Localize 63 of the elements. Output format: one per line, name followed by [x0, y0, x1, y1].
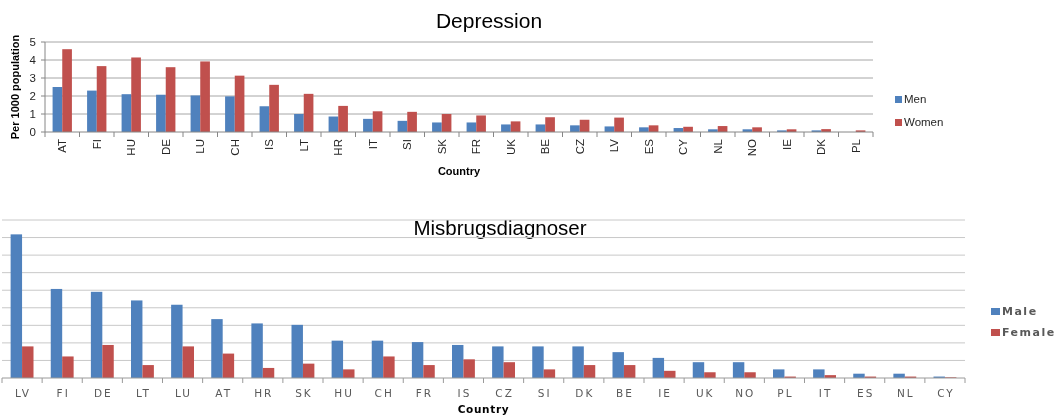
x-tick-label: NL: [896, 387, 915, 399]
x-tick-label: PL: [777, 387, 794, 399]
x-tick-label: HR: [332, 139, 345, 156]
x-tick-label: CY: [677, 138, 690, 155]
legend-label: Women: [904, 116, 944, 128]
x-tick-label: ES: [642, 138, 655, 155]
x-tick-label: UK: [695, 387, 715, 399]
x-tick-label: LV: [608, 138, 621, 153]
x-tick-label: LT: [136, 387, 151, 399]
x-tick-label: HR: [254, 387, 274, 399]
x-tick-label: NL: [711, 138, 724, 154]
x-tick-label: PL: [849, 138, 862, 154]
x-tick-label: FR: [415, 387, 433, 399]
x-tick-label: SK: [435, 138, 448, 155]
x-tick-label: FI: [56, 387, 70, 399]
x-tick-label: IE: [658, 387, 672, 399]
x-tick-label: LU: [194, 139, 207, 154]
x-tick-label: IS: [263, 138, 276, 150]
x-tick-label: SI: [537, 387, 552, 399]
y-tick-label: 0: [29, 126, 36, 139]
chart-title: Depression: [435, 9, 543, 32]
x-axis-title: Country: [457, 403, 510, 415]
x-tick-label: UK: [504, 138, 517, 155]
legend-label: Female: [1002, 326, 1056, 339]
x-tick-label: LT: [297, 139, 310, 152]
x-tick-label: CH: [228, 139, 241, 156]
x-tick-label: DK: [575, 387, 595, 399]
x-tick-label: BE: [539, 138, 552, 155]
x-axis-title: Country: [437, 165, 481, 177]
x-tick-label: SK: [295, 387, 313, 399]
legend-label: Male: [1002, 305, 1038, 318]
x-tick-label: DK: [815, 138, 828, 155]
x-tick-label: DE: [93, 387, 113, 399]
legend-label: Men: [904, 93, 927, 105]
x-tick-label: ES: [857, 387, 875, 399]
x-tick-label: IS: [457, 387, 472, 399]
y-tick-label: 2: [29, 90, 36, 103]
x-tick-label: HU: [334, 387, 354, 399]
x-tick-label: DE: [159, 138, 172, 155]
x-tick-label: CH: [374, 387, 394, 399]
x-tick-label: IT: [818, 387, 833, 399]
y-axis-title: Per 1000 population: [9, 34, 21, 140]
x-tick-label: CZ: [495, 387, 514, 399]
x-tick-label: FR: [470, 139, 483, 155]
chart-title: Misbrugsdiagnoser: [413, 216, 587, 239]
y-tick-label: 3: [29, 72, 36, 85]
x-tick-label: NO: [735, 387, 756, 399]
x-tick-label: AT: [215, 387, 233, 399]
x-tick-label: CZ: [573, 139, 586, 155]
x-tick-label: IE: [780, 138, 793, 150]
x-tick-label: LU: [175, 387, 193, 399]
y-tick-label: 1: [29, 108, 36, 121]
y-tick-label: 4: [29, 54, 37, 67]
y-tick-label: 5: [29, 36, 36, 49]
x-tick-label: HU: [125, 139, 138, 156]
x-tick-label: SI: [401, 139, 414, 150]
x-tick-label: FI: [90, 139, 103, 150]
x-tick-label: NO: [746, 138, 759, 157]
x-tick-label: BE: [616, 387, 634, 399]
x-tick-label: LV: [15, 387, 32, 399]
x-tick-label: IT: [366, 139, 379, 150]
x-tick-label: CY: [937, 387, 955, 399]
x-tick-label: AT: [56, 139, 69, 153]
